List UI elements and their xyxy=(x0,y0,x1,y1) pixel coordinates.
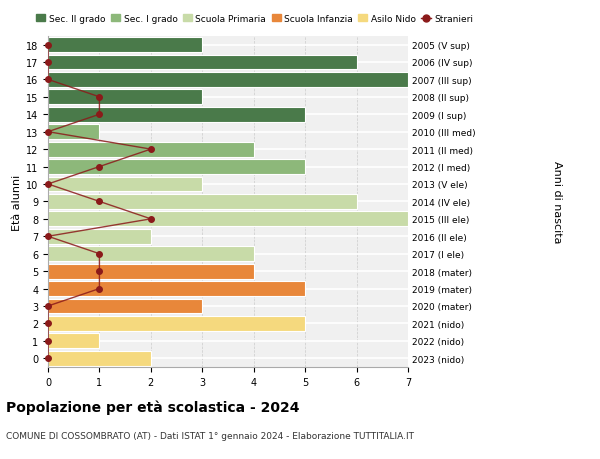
Bar xyxy=(48,351,151,366)
Point xyxy=(43,320,53,327)
Bar xyxy=(48,316,305,331)
Point xyxy=(95,251,104,258)
Bar xyxy=(48,334,100,348)
Point xyxy=(43,129,53,136)
Point xyxy=(43,233,53,241)
Bar xyxy=(48,281,305,297)
Bar xyxy=(48,125,100,140)
Point xyxy=(43,337,53,345)
Bar xyxy=(48,177,202,192)
Point xyxy=(43,302,53,310)
Point xyxy=(95,94,104,101)
Point xyxy=(146,216,155,223)
Bar xyxy=(48,212,408,227)
Bar xyxy=(48,195,356,209)
Bar xyxy=(48,90,202,105)
Bar xyxy=(48,299,202,313)
Y-axis label: Anni di nascita: Anni di nascita xyxy=(552,161,562,243)
Point xyxy=(95,163,104,171)
Bar xyxy=(48,107,305,123)
Point xyxy=(43,59,53,67)
Point xyxy=(95,112,104,119)
Bar xyxy=(48,56,356,70)
Point xyxy=(43,355,53,362)
Text: Popolazione per età scolastica - 2024: Popolazione per età scolastica - 2024 xyxy=(6,399,299,414)
Bar xyxy=(48,230,151,244)
Bar xyxy=(48,264,254,279)
Legend: Sec. II grado, Sec. I grado, Scuola Primaria, Scuola Infanzia, Asilo Nido, Stran: Sec. II grado, Sec. I grado, Scuola Prim… xyxy=(35,13,475,26)
Point xyxy=(43,181,53,188)
Point xyxy=(95,198,104,206)
Bar xyxy=(48,247,254,262)
Point xyxy=(95,285,104,292)
Point xyxy=(95,268,104,275)
Point xyxy=(146,146,155,153)
Bar xyxy=(48,142,254,157)
Bar xyxy=(48,38,202,53)
Bar xyxy=(48,160,305,174)
Point xyxy=(43,42,53,49)
Bar xyxy=(48,73,408,88)
Point xyxy=(43,77,53,84)
Text: COMUNE DI COSSOMBRATO (AT) - Dati ISTAT 1° gennaio 2024 - Elaborazione TUTTITALI: COMUNE DI COSSOMBRATO (AT) - Dati ISTAT … xyxy=(6,431,414,441)
Y-axis label: Età alunni: Età alunni xyxy=(12,174,22,230)
